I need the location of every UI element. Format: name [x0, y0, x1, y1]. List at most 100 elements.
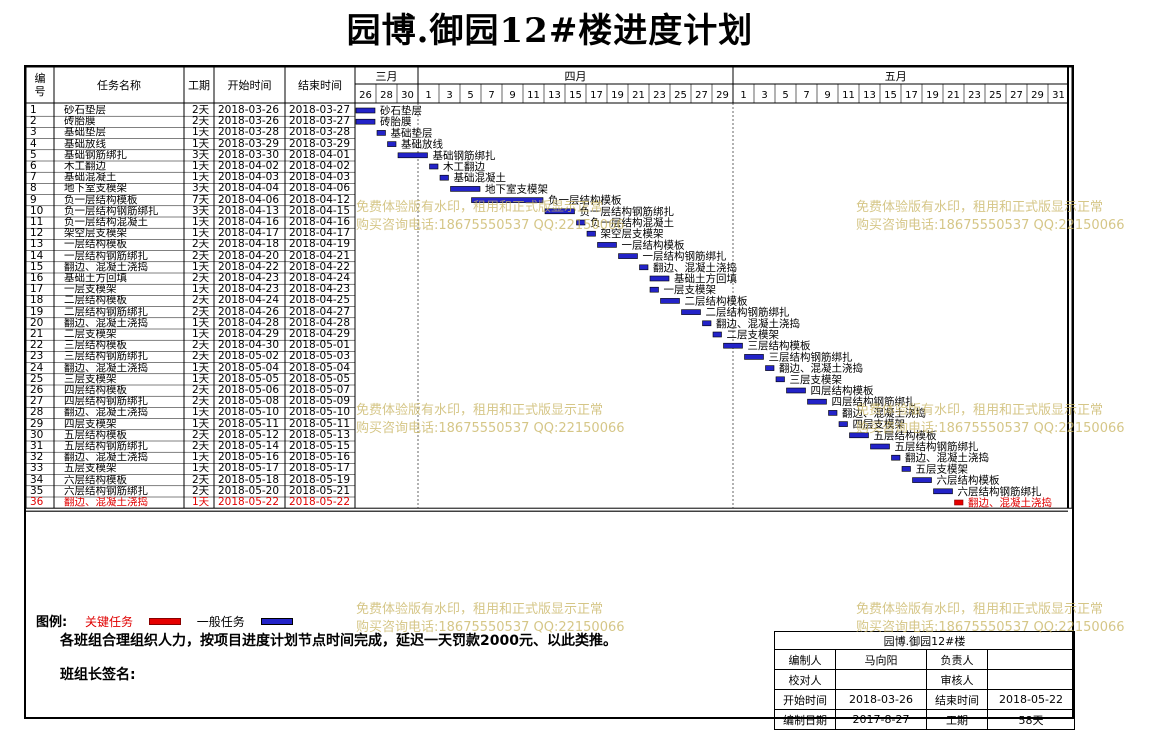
header-no: 编号	[34, 72, 46, 98]
task-bar	[901, 466, 911, 472]
task-no: 36	[30, 497, 44, 508]
task-start: 2018-04-13	[218, 205, 280, 217]
task-duration: 2天	[192, 429, 210, 441]
task-no: 1	[30, 105, 37, 116]
task-bar	[838, 421, 848, 427]
task-duration: 2天	[192, 441, 210, 452]
task-bar	[849, 432, 869, 439]
task-no: 21	[30, 329, 44, 340]
task-duration: 2天	[192, 474, 210, 486]
task-start: 2018-04-02	[218, 161, 280, 172]
task-bar	[702, 320, 712, 327]
task-bar	[660, 298, 680, 304]
task-duration: 2天	[192, 385, 210, 396]
task-start: 2018-04-20	[218, 250, 280, 262]
task-end: 2018-04-02	[289, 161, 351, 172]
task-start: 2018-05-14	[218, 441, 280, 452]
task-duration: 2天	[192, 239, 210, 251]
task-name: 四层结构钢筋绑扎	[64, 396, 148, 408]
task-bar-label: 翻边、混凝土浇捣	[842, 406, 926, 419]
task-duration: 3天	[192, 205, 210, 217]
task-bar-label: 基础放线	[401, 138, 443, 151]
task-name: 四层支模架	[64, 418, 117, 430]
info-date-label: 编制日期	[774, 709, 836, 730]
legend-normal-swatch	[260, 618, 293, 625]
info-manager-value	[987, 649, 1075, 670]
info-compiler-label: 编制人	[774, 649, 836, 670]
task-bar	[775, 376, 785, 383]
task-no: 20	[30, 317, 44, 329]
task-bar-label: 架空层支模架	[601, 227, 664, 240]
task-bar-label: 三层结构模板	[748, 339, 811, 352]
task-bar-label: 负一层结构模板	[548, 194, 622, 207]
task-bar	[870, 443, 890, 450]
task-name: 负一层结构混凝土	[64, 217, 148, 228]
day-label: 25	[674, 90, 687, 101]
task-start: 2018-05-22	[218, 497, 280, 508]
task-end: 2018-04-12	[289, 194, 351, 206]
task-start: 2018-05-20	[218, 485, 280, 497]
task-no: 35	[30, 485, 44, 497]
info-end-label: 结束时间	[926, 689, 988, 710]
day-label: 31	[1052, 90, 1065, 101]
day-label: 3	[446, 90, 452, 101]
task-start: 2018-05-12	[218, 429, 280, 441]
task-end: 2018-05-09	[289, 396, 351, 408]
task-name: 地下室支模架	[64, 183, 127, 195]
task-duration: 1天	[192, 161, 210, 172]
task-bar	[439, 174, 449, 181]
task-no: 16	[30, 273, 44, 284]
task-end: 2018-05-15	[289, 441, 351, 452]
task-start: 2018-04-06	[218, 194, 280, 206]
task-name: 五层结构钢筋绑扎	[64, 441, 148, 452]
task-bar	[397, 152, 428, 159]
task-start: 2018-05-18	[218, 474, 280, 486]
info-table: 园博.御园12#楼 编制人 马向阳 负责人 校对人 审核人 开始时间 2018-…	[774, 631, 1075, 730]
task-end: 2018-03-28	[289, 127, 351, 139]
page-title: 园博.御园12#楼进度计划	[346, 11, 754, 51]
task-start: 2018-05-10	[218, 407, 280, 419]
task-start: 2018-04-18	[218, 239, 280, 251]
task-start: 2018-04-23	[218, 284, 280, 296]
task-no: 18	[30, 295, 44, 307]
task-start: 2018-04-17	[218, 228, 280, 240]
task-bar-label: 地下室支模架	[485, 182, 548, 195]
info-reviewer-label: 审核人	[926, 669, 988, 690]
task-duration: 2天	[192, 250, 210, 262]
task-bar	[471, 197, 544, 203]
task-name: 架空层支模架	[64, 228, 127, 240]
task-end: 2018-04-03	[289, 172, 351, 184]
task-duration: 2天	[192, 340, 210, 352]
task-end: 2018-05-05	[289, 373, 351, 385]
task-end: 2018-04-23	[289, 284, 351, 296]
task-start: 2018-04-23	[218, 273, 280, 284]
task-start: 2018-03-28	[218, 127, 280, 139]
day-label: 5	[467, 90, 473, 101]
task-bar	[807, 398, 827, 405]
day-label: 21	[632, 90, 645, 101]
task-bar	[649, 275, 670, 282]
info-manager-label: 负责人	[926, 649, 988, 670]
task-bar-label: 翻边、混凝土浇捣	[968, 496, 1052, 509]
header-duration: 工期	[188, 79, 210, 92]
task-bar-label: 六层结构模板	[937, 474, 1000, 487]
task-bar-label: 翻边、混凝土浇捣	[716, 317, 800, 330]
task-bar-label: 负一层结构钢筋绑扎	[580, 205, 675, 218]
task-no: 19	[30, 306, 44, 318]
info-period-label: 工期	[926, 709, 988, 730]
task-name: 基础垫层	[64, 127, 106, 139]
task-duration: 2天	[192, 396, 210, 408]
task-no: 6	[30, 161, 37, 172]
task-duration: 1天	[192, 418, 210, 430]
task-bar	[544, 208, 575, 215]
day-label: 11	[842, 90, 855, 101]
task-no: 5	[30, 149, 37, 161]
task-name: 基础混凝土	[64, 172, 117, 184]
task-duration: 2天	[192, 105, 210, 116]
task-end: 2018-05-22	[289, 497, 351, 508]
task-start: 2018-05-08	[218, 396, 280, 408]
day-label: 19	[926, 90, 939, 101]
task-name: 负一层结构钢筋绑扎	[64, 205, 159, 217]
task-bar	[765, 365, 775, 371]
task-bar	[618, 253, 638, 259]
